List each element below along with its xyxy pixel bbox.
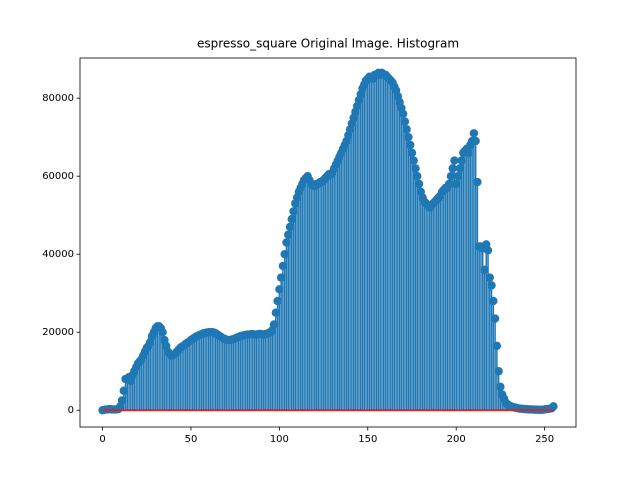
stem-marker <box>457 156 466 165</box>
x-tick-label: 50 <box>185 434 198 445</box>
stem-marker <box>287 214 296 224</box>
stem-marker <box>485 273 494 282</box>
stem-marker <box>282 238 291 247</box>
stem-marker <box>450 156 459 165</box>
stem-marker <box>285 222 295 232</box>
stem-marker <box>444 179 454 189</box>
stem-marker <box>473 177 482 187</box>
y-tick-label: 60000 <box>42 171 74 182</box>
stem-marker <box>455 164 464 173</box>
stem-marker <box>407 148 417 157</box>
stem-marker <box>275 285 284 294</box>
stem-marker <box>496 382 505 392</box>
axes-frame <box>79 57 577 428</box>
x-tick-label: 150 <box>358 434 377 445</box>
stem-marker <box>483 246 493 255</box>
stem-marker <box>404 132 413 142</box>
stem-marker <box>549 402 558 411</box>
stem-marker <box>409 156 418 165</box>
stem-marker <box>273 296 282 306</box>
stem-marker <box>471 136 480 146</box>
x-tick-label: 250 <box>535 434 554 445</box>
stem-marker <box>278 261 288 271</box>
y-tick-label: 0 <box>68 405 74 416</box>
stem-marker <box>269 320 279 329</box>
stem-marker <box>494 367 503 376</box>
y-tick-label: 40000 <box>42 249 74 260</box>
stem-marker <box>289 207 298 216</box>
stem-marker <box>117 396 127 405</box>
stem-marker <box>464 148 473 157</box>
x-tick-label: 0 <box>99 434 105 445</box>
stem-marker <box>119 386 128 395</box>
stem-marker <box>406 140 415 150</box>
stem-marker <box>276 273 286 282</box>
x-tick-label: 100 <box>270 434 289 445</box>
stem-marker <box>284 230 293 239</box>
plot-area <box>98 68 558 415</box>
chart-title: espresso_square Original Image. Histogra… <box>197 37 459 51</box>
stem-marker <box>451 179 461 189</box>
stem-marker <box>490 314 500 323</box>
stem-marker <box>398 109 408 118</box>
stem-marker <box>446 171 456 181</box>
stem-marker <box>402 125 411 134</box>
stem-marker <box>469 129 479 138</box>
stem-marker <box>487 281 496 290</box>
x-tick-label: 200 <box>447 434 466 445</box>
stem-marker <box>400 117 410 126</box>
stem-marker <box>453 171 463 181</box>
stem-marker <box>158 328 167 337</box>
stem-marker <box>280 250 289 259</box>
stem-marker <box>414 179 424 189</box>
stem-marker <box>271 308 281 317</box>
stem-marker <box>411 164 420 173</box>
y-tick-label: 20000 <box>42 327 74 338</box>
stem-marker <box>413 171 422 181</box>
y-tick-label: 80000 <box>42 93 74 104</box>
stem-marker <box>489 296 498 306</box>
stem-marker <box>448 164 457 173</box>
stem-marker <box>492 341 502 351</box>
stem-marker <box>480 265 489 275</box>
